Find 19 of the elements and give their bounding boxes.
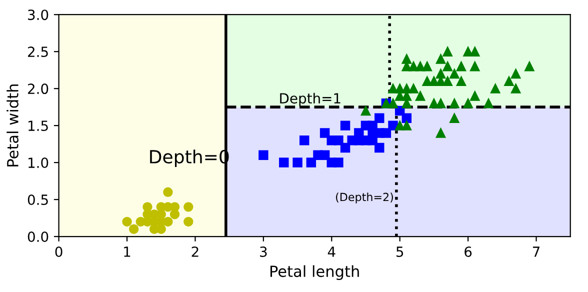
y-tick-label: 2.5 [28,46,48,58]
x-tick-label: 3 [260,246,267,257]
y-tick-label: 2.0 [28,84,48,94]
x-tick-label: 1 [124,246,130,257]
x-tick-label: 7 [532,246,540,257]
y-tick-label: 1.0 [28,158,48,168]
x-tick-label: 4 [328,246,336,257]
y-tick-label: 0.5 [28,194,48,206]
x-tick-label: 6 [464,246,472,257]
x-tick-label: 2 [192,246,198,257]
annotation: Depth=1 [280,92,340,106]
x-tick-label: 0 [55,246,62,257]
annotation: (Depth=2) [336,192,393,204]
x-axis-title: Petal length [270,265,359,280]
y-tick-label: 3.0 [28,10,48,20]
x-tick-label: 5 [396,246,404,257]
y-tick-label: 0.0 [28,231,48,242]
y-tick-label: 1.5 [28,120,48,132]
y-axis-title: Petal width [6,84,18,166]
